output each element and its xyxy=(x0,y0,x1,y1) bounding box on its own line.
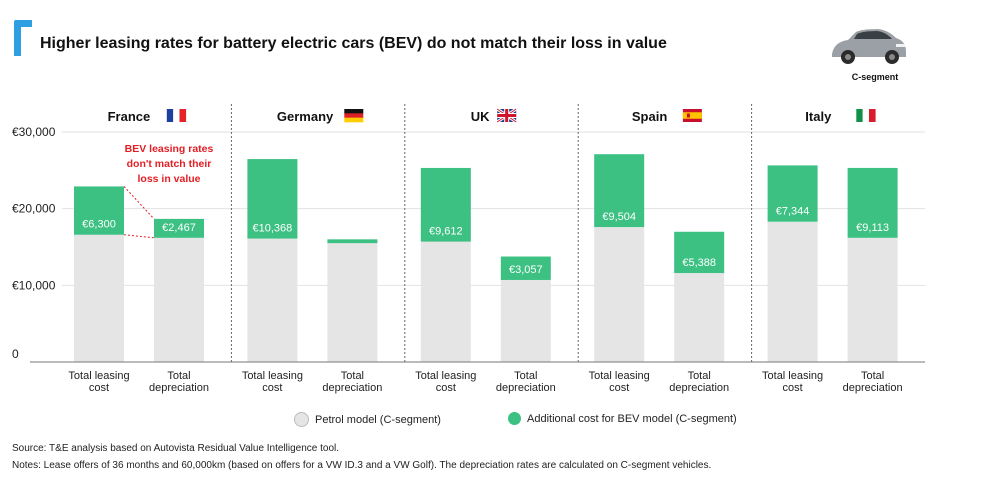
x-category-label: cost xyxy=(262,382,282,394)
legend-bev: Additional cost for BEV model (C-segment… xyxy=(508,412,737,425)
flag-stripe xyxy=(344,109,364,114)
country-label-italy: Italy xyxy=(805,109,832,124)
legend-petrol-swatch xyxy=(294,412,309,427)
annotation-text: don't match their xyxy=(127,158,212,170)
country-label-uk: UK xyxy=(471,109,490,124)
petrol-bar xyxy=(327,243,378,362)
annotation-text: loss in value xyxy=(137,173,200,185)
legend-petrol-label: Petrol model (C-segment) xyxy=(315,413,441,426)
car-icon xyxy=(826,24,910,68)
x-category-label: Total leasing xyxy=(415,370,476,382)
flag-stripe xyxy=(862,109,870,122)
country-label-germany: Germany xyxy=(277,109,334,124)
petrol-bar xyxy=(247,238,298,362)
flag-stripe xyxy=(179,109,187,122)
bev-bar xyxy=(247,159,298,239)
x-category-label: depreciation xyxy=(843,382,903,394)
y-tick-label: €30,000 xyxy=(12,125,56,139)
x-category-label: cost xyxy=(89,382,109,394)
x-category-label: Total xyxy=(688,370,711,382)
chart-title: Higher leasing rates for battery electri… xyxy=(40,35,667,52)
bev-bar xyxy=(154,218,204,238)
legend-bev-label: Additional cost for BEV model (C-segment… xyxy=(527,412,737,425)
x-category-label: Total leasing xyxy=(242,370,303,382)
petrol-bar xyxy=(500,279,551,362)
annotation-text: BEV leasing rates xyxy=(125,143,214,155)
france-flag xyxy=(166,109,187,122)
spain-flag xyxy=(682,109,702,122)
y-tick-label: 0 xyxy=(12,347,19,361)
bev-value-label: €2,467 xyxy=(162,222,196,234)
bev-value-label: €7,344 xyxy=(776,206,810,218)
x-category-label: cost xyxy=(436,382,456,394)
petrol-bar xyxy=(154,237,204,362)
bev-bar xyxy=(327,239,378,244)
flag-stripe xyxy=(868,109,876,122)
flag-stripe xyxy=(344,113,364,118)
x-category-label: depreciation xyxy=(669,382,729,394)
notes-text: Notes: Lease offers of 36 months and 60,… xyxy=(12,460,712,471)
x-category-label: Total leasing xyxy=(762,370,823,382)
x-category-label: Total leasing xyxy=(589,370,650,382)
brand-logo-icon xyxy=(12,18,34,58)
petrol-bar xyxy=(420,241,471,362)
petrol-bar xyxy=(674,273,725,362)
flag-stripe xyxy=(344,117,364,123)
bev-value-label: €6,300 xyxy=(82,219,116,231)
bev-bar xyxy=(500,256,551,280)
bev-bar xyxy=(847,167,898,238)
bev-bar xyxy=(420,167,471,242)
y-tick-label: €20,000 xyxy=(12,202,56,216)
bev-value-label: €10,368 xyxy=(253,223,293,235)
x-category-label: depreciation xyxy=(149,382,209,394)
petrol-bar xyxy=(847,237,898,362)
bev-value-label: €9,504 xyxy=(602,211,636,223)
bev-value-label: €3,057 xyxy=(509,264,543,276)
country-label-spain: Spain xyxy=(632,109,667,124)
bev-bar xyxy=(767,165,818,222)
x-category-label: depreciation xyxy=(496,382,556,394)
x-category-label: Total leasing xyxy=(68,370,129,382)
country-label-france: France xyxy=(108,109,151,124)
bev-value-label: €5,388 xyxy=(682,257,716,269)
italy-flag xyxy=(856,109,876,122)
y-tick-label: €10,000 xyxy=(12,278,56,292)
germany-flag xyxy=(344,109,364,123)
bev-bar xyxy=(594,154,645,228)
x-category-label: Total xyxy=(341,370,364,382)
flag-cross xyxy=(497,114,517,117)
car-segment-label: C-segment xyxy=(851,72,899,82)
bev-bar xyxy=(674,231,725,274)
x-category-label: cost xyxy=(609,382,629,394)
flag-stripe xyxy=(856,109,863,122)
x-category-label: cost xyxy=(783,382,803,394)
legend-bev-swatch xyxy=(508,412,521,425)
source-note: Source: T&E analysis based on Autovista … xyxy=(12,443,340,454)
uk-flag xyxy=(496,107,518,124)
x-category-label: Total xyxy=(861,370,884,382)
flag-stripe xyxy=(173,109,180,122)
petrol-bar xyxy=(767,221,818,362)
legend-petrol: Petrol model (C-segment) xyxy=(294,412,441,427)
annotation-line-top xyxy=(123,186,155,220)
flag-stripe xyxy=(166,109,174,122)
bev-value-label: €9,113 xyxy=(856,222,889,234)
annotation-line-bottom xyxy=(123,234,155,239)
petrol-bar xyxy=(594,227,645,362)
x-category-label: depreciation xyxy=(322,382,382,394)
x-category-label: Total xyxy=(167,370,190,382)
petrol-bar xyxy=(74,234,124,362)
flag-emblem xyxy=(686,113,690,118)
bev-bar xyxy=(74,186,124,235)
bev-value-label: €9,612 xyxy=(429,226,463,238)
x-category-label: Total xyxy=(514,370,537,382)
flag-stripe xyxy=(682,112,702,119)
